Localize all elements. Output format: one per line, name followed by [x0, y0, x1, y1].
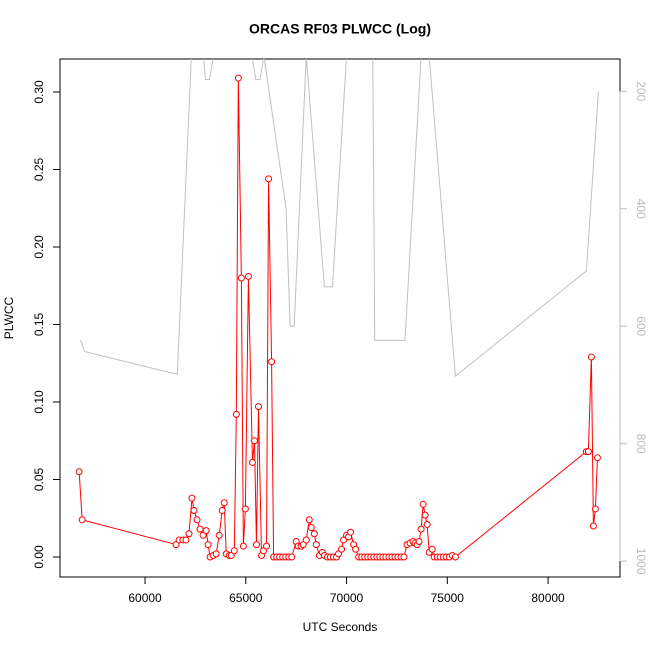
- y2-tick-label: 400: [634, 199, 648, 219]
- data-point: [305, 516, 313, 524]
- data-point: [265, 175, 273, 183]
- data-point: [347, 528, 355, 536]
- data-point: [312, 541, 320, 549]
- data-point: [268, 358, 276, 366]
- data-point: [202, 527, 210, 535]
- y-tick-label: 0.25: [32, 158, 46, 182]
- data-point: [232, 410, 240, 418]
- data-point: [288, 553, 296, 561]
- data-point: [220, 499, 228, 507]
- series-line: [80, 59, 599, 378]
- data-point: [248, 458, 256, 466]
- data-point: [188, 494, 196, 502]
- data-point: [182, 536, 190, 544]
- data-point: [307, 524, 315, 532]
- data-point: [204, 541, 212, 549]
- y-axis-label: PLWCC: [2, 296, 16, 339]
- data-point: [218, 507, 226, 515]
- data-point: [185, 530, 193, 538]
- data-point: [78, 516, 86, 524]
- y-tick-label: 0.30: [32, 80, 46, 104]
- data-point: [190, 507, 198, 515]
- data-point: [428, 545, 436, 553]
- data-point: [250, 437, 258, 445]
- data-point: [212, 550, 220, 558]
- data-point: [263, 542, 271, 550]
- data-point: [237, 274, 245, 282]
- y-tick-label: 0.05: [32, 468, 46, 492]
- x-tick-label: 60000: [128, 591, 162, 605]
- y2-tick-label: 800: [634, 434, 648, 454]
- data-point: [244, 272, 252, 280]
- data-point: [310, 530, 318, 538]
- x-tick-label: 70000: [330, 591, 364, 605]
- data-point: [421, 511, 429, 519]
- data-point: [584, 448, 592, 456]
- x-axis-label: UTC Seconds: [303, 620, 378, 634]
- y2-tick-label: 1000: [634, 548, 648, 575]
- data-point: [589, 522, 597, 530]
- data-point: [234, 74, 242, 82]
- data-point: [423, 520, 431, 528]
- data-point: [230, 547, 238, 555]
- data-point: [75, 468, 83, 476]
- y-tick-label: 0.00: [32, 545, 46, 569]
- y-tick-label: 0.15: [32, 313, 46, 337]
- data-point: [419, 500, 427, 508]
- data-point: [254, 403, 262, 411]
- data-point: [587, 353, 595, 361]
- data-point: [196, 525, 204, 533]
- data-point: [352, 545, 360, 553]
- data-point: [239, 542, 247, 550]
- plot-area: [75, 59, 601, 561]
- y2-tick-label: 600: [634, 316, 648, 336]
- y-tick-label: 0.20: [32, 235, 46, 259]
- chart-title: ORCAS RF03 PLWCC (Log): [249, 21, 431, 37]
- data-point: [193, 516, 201, 524]
- data-point: [338, 545, 346, 553]
- data-point: [415, 538, 423, 546]
- data-point: [451, 553, 459, 561]
- data-point: [400, 553, 408, 561]
- data-point: [215, 531, 223, 539]
- y-tick-label: 0.10: [32, 390, 46, 414]
- data-point: [591, 505, 599, 513]
- x-tick-label: 65000: [229, 591, 263, 605]
- data-point: [302, 536, 310, 544]
- data-point: [593, 454, 601, 462]
- data-point: [241, 505, 249, 513]
- data-point: [417, 525, 425, 533]
- x-tick-label: 75000: [431, 591, 465, 605]
- x-tick-label: 80000: [531, 591, 565, 605]
- data-point: [252, 541, 260, 549]
- y2-tick-label: 200: [634, 81, 648, 101]
